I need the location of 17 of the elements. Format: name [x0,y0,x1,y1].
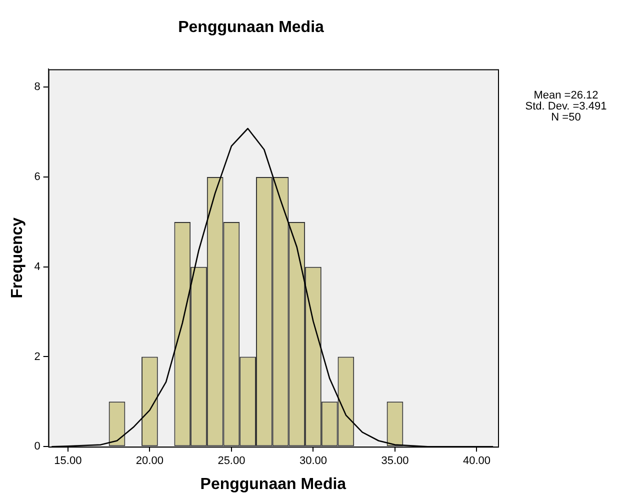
x-tick-label: 30.00 [299,455,327,468]
x-tick-label: 40.00 [462,455,491,468]
y-tick-label: 4 [34,260,40,273]
x-axis-title: Penggunaan Media [200,476,346,493]
y-tick-label: 2 [34,350,40,363]
x-tick-label: 25.00 [218,455,246,468]
x-tick-label: 15.00 [54,455,82,468]
x-tick-label: 20.00 [136,455,164,468]
chart-title: Penggunaan Media [178,19,324,36]
text: N =50 [551,112,581,124]
y-tick-label: 0 [34,440,40,453]
y-tick-label: 8 [34,81,40,94]
text: Mean =26.12 [534,90,598,102]
x-tick-label: 35.00 [381,455,409,468]
y-axis-title: Frequency [9,217,26,298]
y-tick-label: 6 [34,171,40,184]
text: Std. Dev. =3.491 [525,100,607,113]
